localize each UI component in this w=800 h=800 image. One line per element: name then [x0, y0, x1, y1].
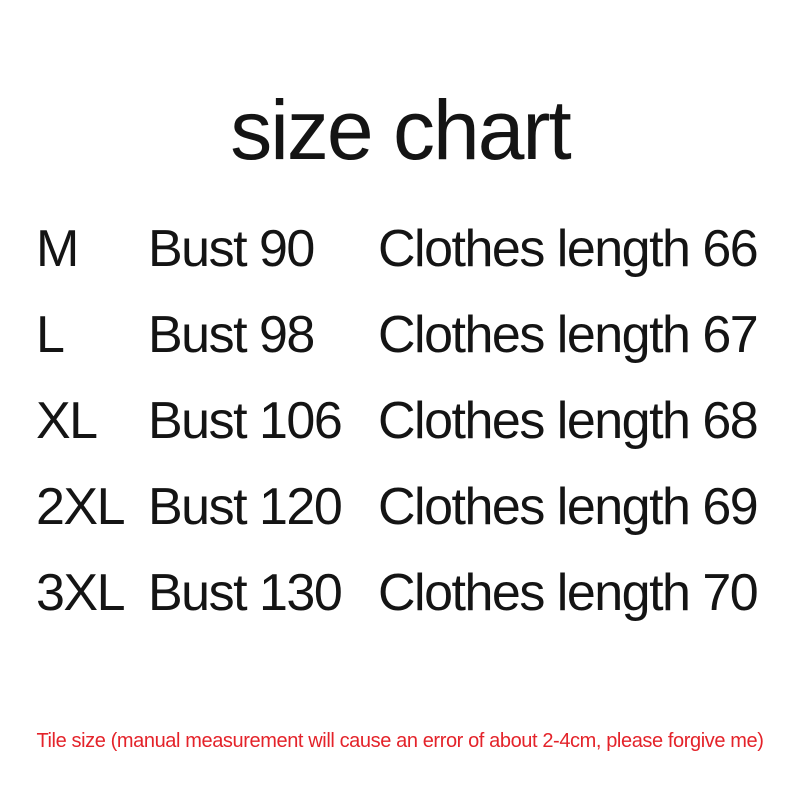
- bust-value: Bust 90: [148, 220, 315, 278]
- bust-value: Bust 98: [148, 306, 315, 364]
- table-row-2xl: 2XL Bust 120 Clothes length 69: [36, 464, 800, 550]
- size-label: 2XL: [36, 478, 126, 536]
- table-row-l: L Bust 98 Clothes length 67: [36, 292, 800, 378]
- size-label: 3XL: [36, 564, 126, 622]
- clothes-length-value: Clothes length 68: [378, 392, 759, 450]
- table-row-m: M Bust 90 Clothes length 66: [36, 206, 800, 292]
- table-row-xl: XL Bust 106 Clothes length 68: [36, 378, 800, 464]
- measurement-disclaimer: Tile size (manual measurement will cause…: [36, 730, 764, 752]
- size-label: M: [36, 220, 79, 278]
- size-label: L: [36, 306, 65, 364]
- bust-value: Bust 120: [148, 478, 343, 536]
- clothes-length-value: Clothes length 70: [378, 564, 759, 622]
- clothes-length-value: Clothes length 66: [378, 220, 759, 278]
- bust-value: Bust 130: [148, 564, 343, 622]
- bust-value: Bust 106: [148, 392, 343, 450]
- table-row-3xl: 3XL Bust 130 Clothes length 70: [36, 550, 800, 636]
- size-table: M Bust 90 Clothes length 66 L Bust 98 Cl…: [36, 206, 800, 636]
- clothes-length-value: Clothes length 67: [378, 306, 759, 364]
- clothes-length-value: Clothes length 69: [378, 478, 759, 536]
- size-label: XL: [36, 392, 98, 450]
- page-title: size chart: [230, 83, 571, 178]
